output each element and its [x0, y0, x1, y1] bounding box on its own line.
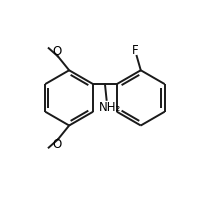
Text: O: O	[52, 45, 61, 58]
Text: NH₂: NH₂	[98, 101, 121, 114]
Text: F: F	[132, 44, 139, 57]
Text: O: O	[52, 138, 61, 151]
